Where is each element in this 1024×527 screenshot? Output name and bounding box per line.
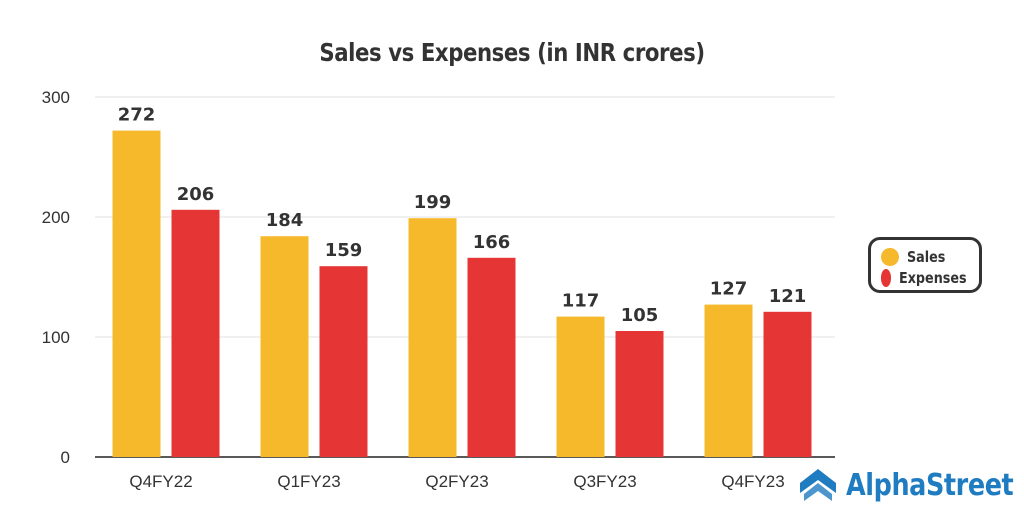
data-label: 272 xyxy=(118,105,156,126)
y-tick-label: 200 xyxy=(42,208,70,227)
data-label: 117 xyxy=(562,291,600,312)
data-label: 184 xyxy=(266,210,304,231)
legend-label: Sales xyxy=(907,247,946,266)
bar-expenses xyxy=(615,331,664,457)
data-label: 199 xyxy=(414,192,452,213)
data-label: 166 xyxy=(473,232,511,253)
bar-expenses xyxy=(171,209,220,457)
bar-sales xyxy=(556,316,605,457)
bar-sales xyxy=(260,236,309,457)
x-tick-label: Q4FY22 xyxy=(129,472,192,491)
logo-text: AlphaStreet xyxy=(846,467,1014,503)
x-tick-label: Q4FY23 xyxy=(721,472,784,491)
bar-sales xyxy=(704,304,753,457)
legend-item-sales: Sales xyxy=(881,246,979,267)
bar-expenses xyxy=(319,266,368,457)
y-tick-label: 100 xyxy=(42,328,70,347)
bar-sales xyxy=(408,218,457,457)
x-tick-label: Q2FY23 xyxy=(425,472,488,491)
y-tick-label: 300 xyxy=(42,88,70,107)
legend-label: Expenses xyxy=(899,268,968,287)
bar-sales xyxy=(112,130,161,457)
data-label: 105 xyxy=(621,305,659,326)
chart-title: Sales vs Expenses (in INR crores) xyxy=(319,38,705,67)
alphastreet-logo: AlphaStreet xyxy=(798,467,1024,503)
data-label: 127 xyxy=(710,279,748,300)
bar-expenses xyxy=(763,311,812,457)
y-tick-label: 0 xyxy=(61,448,70,467)
bar-expenses xyxy=(467,257,516,457)
data-label: 159 xyxy=(325,240,363,261)
legend: Sales Expenses xyxy=(868,237,982,293)
logo-icon xyxy=(800,469,836,501)
x-tick-label: Q1FY23 xyxy=(277,472,340,491)
data-label: 206 xyxy=(177,184,215,205)
data-label: 121 xyxy=(769,286,807,307)
x-tick-label: Q3FY23 xyxy=(573,472,636,491)
legend-item-expenses: Expenses xyxy=(881,267,979,288)
expenses-swatch xyxy=(881,268,892,287)
sales-swatch xyxy=(881,247,899,266)
